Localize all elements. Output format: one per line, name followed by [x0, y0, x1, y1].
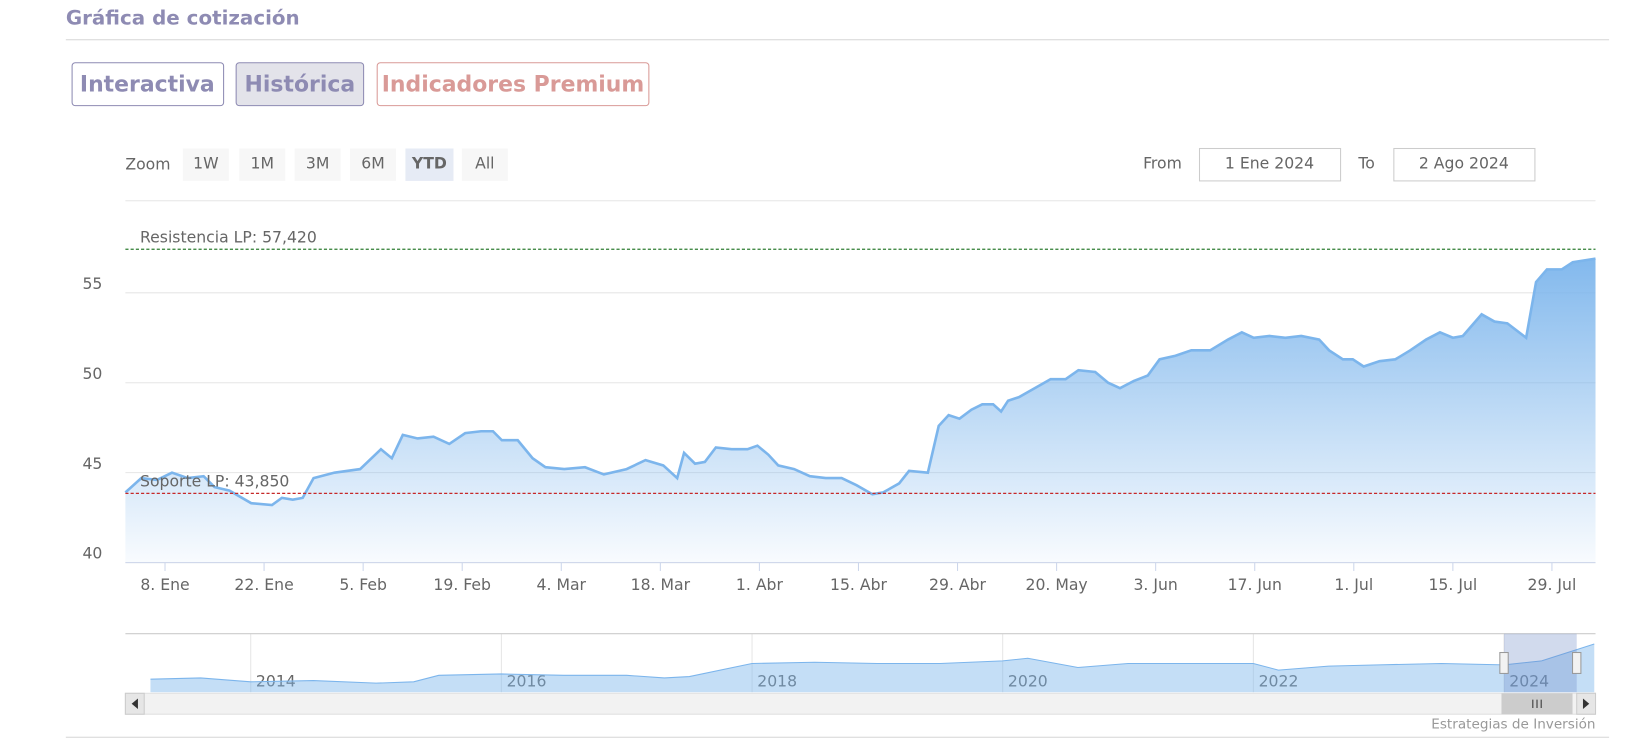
zoom-button[interactable]: [350, 148, 397, 181]
nav-handle[interactable]: [1572, 651, 1582, 674]
zoom-button-label[interactable]: 6M: [361, 154, 384, 173]
zoom-button-label[interactable]: 3M: [306, 154, 329, 173]
zoom-button-label[interactable]: 1M: [251, 154, 274, 173]
x-tick-label: 18. Mar: [631, 575, 691, 594]
tab[interactable]: Interactiva: [71, 62, 225, 107]
zoom-button[interactable]: [294, 148, 341, 181]
price-line: [124, 257, 1596, 507]
nav-selection: [1504, 633, 1577, 693]
tab-box[interactable]: [376, 62, 650, 107]
x-tick-label: 29. Jul: [1528, 575, 1577, 594]
tab-box[interactable]: [235, 62, 365, 107]
x-tick-label: 1. Jul: [1334, 575, 1373, 594]
x-tick-label: 22. Ene: [234, 575, 293, 594]
zoom-button-label[interactable]: YTD: [411, 154, 447, 173]
level-label: Resistencia LP: 57,420: [140, 227, 317, 246]
nav-tick-label: 2022: [1259, 671, 1299, 690]
x-tick-label: 17. Jun: [1228, 575, 1282, 594]
section-title: Gráfica de cotización: [66, 6, 300, 29]
area-fill: [150, 643, 1595, 693]
scrollbar-track[interactable]: [124, 692, 1597, 715]
tab[interactable]: Histórica: [235, 62, 365, 107]
from-label: From: [1143, 154, 1182, 173]
arrow-left: [131, 698, 138, 709]
area-fill: [125, 258, 1596, 563]
y-tick-label: 55: [82, 274, 102, 293]
tab-label[interactable]: Interactiva: [80, 73, 215, 98]
nav-tick-label: 2020: [1008, 671, 1048, 690]
level-label: Soporte LP: 43,850: [140, 471, 289, 490]
x-tick-label: 19. Feb: [433, 575, 491, 594]
from-value[interactable]: 1 Ene 2024: [1225, 154, 1314, 173]
price-line: [150, 643, 1595, 684]
x-tick-label: 3. Jun: [1133, 575, 1177, 594]
from-input[interactable]: [1198, 147, 1342, 182]
tab-label[interactable]: Indicadores Premium: [382, 73, 645, 98]
main-plot: 40 45 50 55 8. Ene 22. Ene 5. Feb 19. Feb 4. Mar…: [82, 227, 1596, 594]
navigator: 201420162018202020222024: [125, 633, 1596, 693]
x-tick-label: 15. Jul: [1428, 575, 1477, 594]
zoom-button-label[interactable]: All: [475, 154, 494, 173]
zoom-button[interactable]: [461, 148, 508, 181]
zoom-label: Zoom: [125, 155, 170, 174]
x-tick-label: 4. Mar: [537, 575, 587, 594]
x-tick-label: 20. May: [1025, 575, 1087, 594]
x-tick-label: 15. Abr: [830, 575, 888, 594]
to-input[interactable]: [1393, 147, 1536, 182]
y-tick-label: 40: [82, 544, 102, 563]
x-tick-label: 5. Feb: [339, 575, 387, 594]
nav-tick-label: 2024: [1509, 671, 1549, 690]
nav-handle[interactable]: [1499, 651, 1509, 674]
zoom-button-label[interactable]: 1W: [193, 154, 218, 173]
scrollbar[interactable]: [124, 692, 1597, 715]
zoom-buttons: 1W 1M 3M 6M YTD All: [182, 148, 508, 181]
x-tick-label: 29. Abr: [929, 575, 987, 594]
to-value[interactable]: 2 Ago 2024: [1419, 154, 1509, 173]
zoom-button-active[interactable]: [405, 148, 454, 181]
x-tick-label: 8. Ene: [140, 575, 189, 594]
credit: Estrategias de Inversión: [1431, 717, 1595, 733]
nav-tick-label: 2016: [507, 671, 547, 690]
tab[interactable]: Indicadores Premium: [376, 62, 650, 107]
to-label: To: [1357, 154, 1374, 173]
x-tick-label: 1. Abr: [736, 575, 784, 594]
y-tick-label: 50: [82, 364, 102, 383]
tab-label[interactable]: Histórica: [245, 73, 356, 98]
zoom-button[interactable]: [182, 148, 229, 181]
y-tick-label: 45: [82, 454, 102, 473]
nav-tick-label: 2018: [757, 671, 797, 690]
tab-box[interactable]: [71, 62, 225, 107]
arrow-right: [1582, 698, 1590, 709]
zoom-button[interactable]: [239, 148, 286, 181]
thumb-grip: [1532, 699, 1542, 708]
